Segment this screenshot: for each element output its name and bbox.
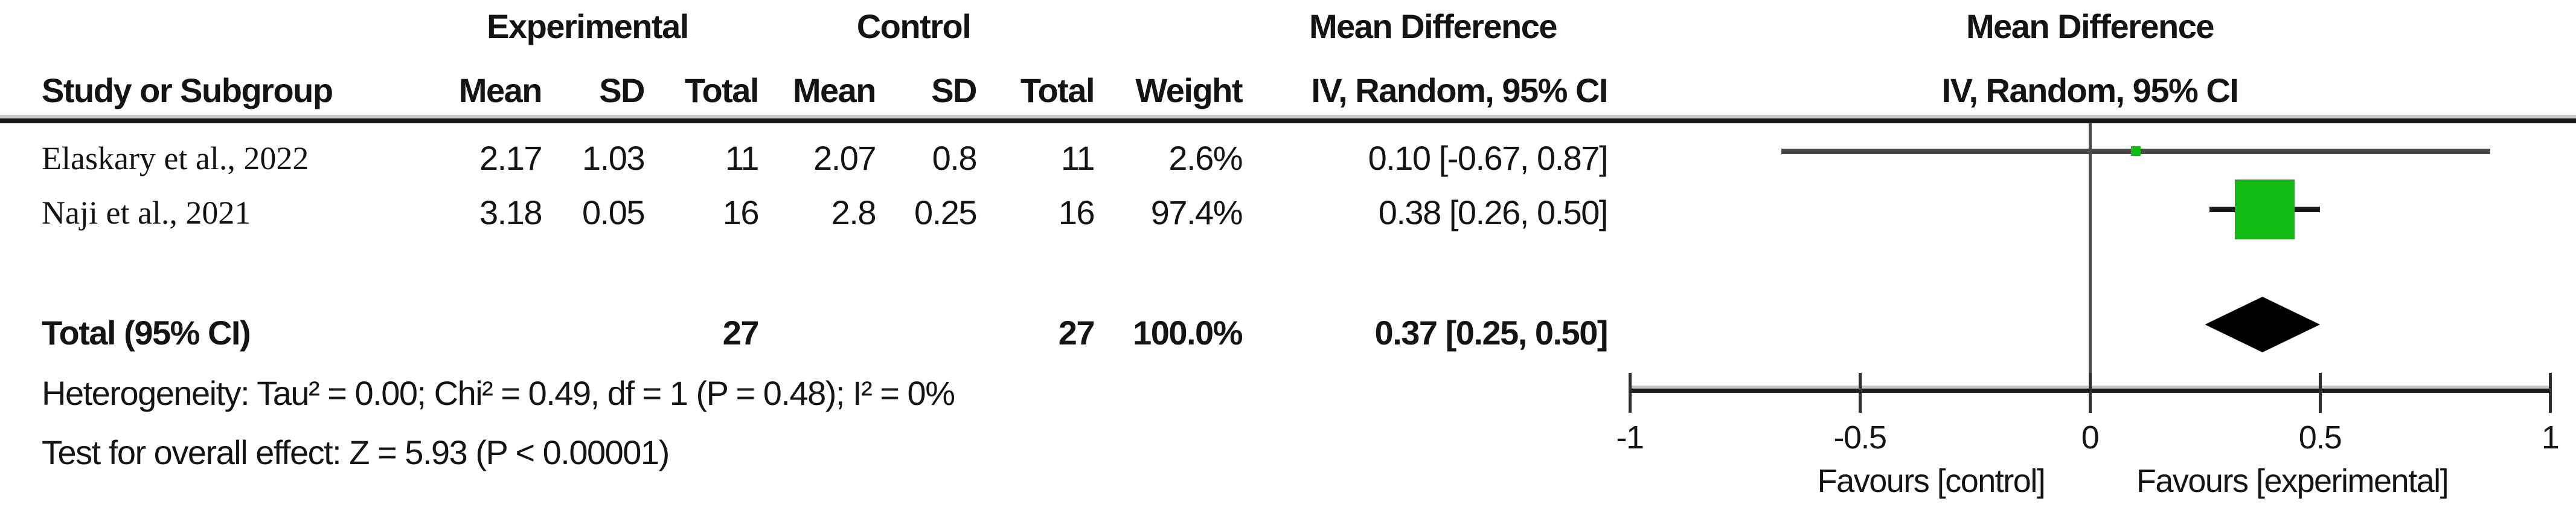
total-ci-text: 0.37 [0.25, 0.50] — [1374, 314, 1609, 352]
axis-tick-label: 0.5 — [2298, 419, 2342, 456]
axis-tick — [1629, 373, 1632, 413]
total-control: 16 — [1058, 193, 1095, 231]
zero-line — [2089, 123, 2092, 392]
ci-text: 0.38 [0.26, 0.50] — [1378, 193, 1609, 231]
mean-experimental: 3.18 — [479, 193, 543, 231]
col-header-study: Study or Subgroup — [42, 71, 333, 109]
mean-control: 2.8 — [831, 193, 877, 231]
summary-diamond — [2205, 297, 2320, 352]
header-control-group: Control — [856, 7, 972, 45]
ci-text: 0.10 [-0.67, 0.87] — [1368, 139, 1609, 177]
col-header-sd-experimental: SD — [599, 71, 645, 109]
weight: 2.6% — [1168, 139, 1243, 177]
axis-tick-label: -0.5 — [1833, 419, 1887, 456]
total-control-sum: 27 — [1058, 314, 1095, 352]
total-experimental-sum: 27 — [722, 314, 760, 352]
weight: 97.4% — [1150, 193, 1243, 231]
sd-experimental: 1.03 — [582, 139, 646, 177]
mean-experimental: 2.17 — [479, 139, 543, 177]
sd-control: 0.8 — [932, 139, 978, 177]
axis-tick — [2549, 373, 2552, 413]
col-header-iv-random-ci-plot: IV, Random, 95% CI — [1941, 71, 2239, 109]
axis-tick-label: 1 — [2541, 419, 2560, 456]
axis-tick — [2319, 373, 2322, 413]
header-experimental-group: Experimental — [487, 7, 689, 45]
overall-effect-text: Test for overall effect: Z = 5.93 (P < 0… — [42, 433, 670, 471]
total-experimental: 16 — [722, 193, 760, 231]
col-header-sd-control: SD — [931, 71, 977, 109]
total-weight: 100.0% — [1133, 314, 1243, 352]
favours-control-label: Favours [control] — [1817, 463, 2046, 499]
header-separator-black — [0, 118, 2576, 123]
sd-experimental: 0.05 — [582, 193, 646, 231]
study-name: Elaskary et al., 2022 — [42, 140, 309, 176]
total-label: Total (95% CI) — [42, 314, 251, 352]
total-control: 11 — [1060, 139, 1095, 177]
study-name: Naji et al., 2021 — [42, 195, 251, 231]
effect-marker — [2235, 179, 2295, 239]
axis-tick-label: 0 — [2081, 419, 2100, 456]
header-separator-gray — [0, 115, 2576, 118]
col-header-total-experimental: Total — [684, 71, 760, 109]
axis-tick — [1859, 373, 1862, 413]
total-experimental: 11 — [725, 139, 760, 177]
col-header-mean-control: Mean — [792, 71, 877, 109]
axis-tick — [2089, 373, 2092, 413]
heterogeneity-text: Heterogeneity: Tau² = 0.00; Chi² = 0.49,… — [42, 374, 955, 412]
header-mean-difference-plot: Mean Difference — [1966, 7, 2215, 45]
effect-marker — [2131, 146, 2141, 156]
favours-experimental-label: Favours [experimental] — [2136, 463, 2449, 499]
header-mean-difference-table: Mean Difference — [1309, 7, 1558, 45]
mean-control: 2.07 — [813, 139, 877, 177]
axis-tick-label: -1 — [1616, 419, 1644, 456]
col-header-weight: Weight — [1135, 71, 1243, 109]
sd-control: 0.25 — [914, 193, 978, 231]
col-header-iv-random-ci: IV, Random, 95% CI — [1311, 71, 1608, 109]
col-header-total-control: Total — [1020, 71, 1095, 109]
col-header-mean-experimental: Mean — [458, 71, 543, 109]
